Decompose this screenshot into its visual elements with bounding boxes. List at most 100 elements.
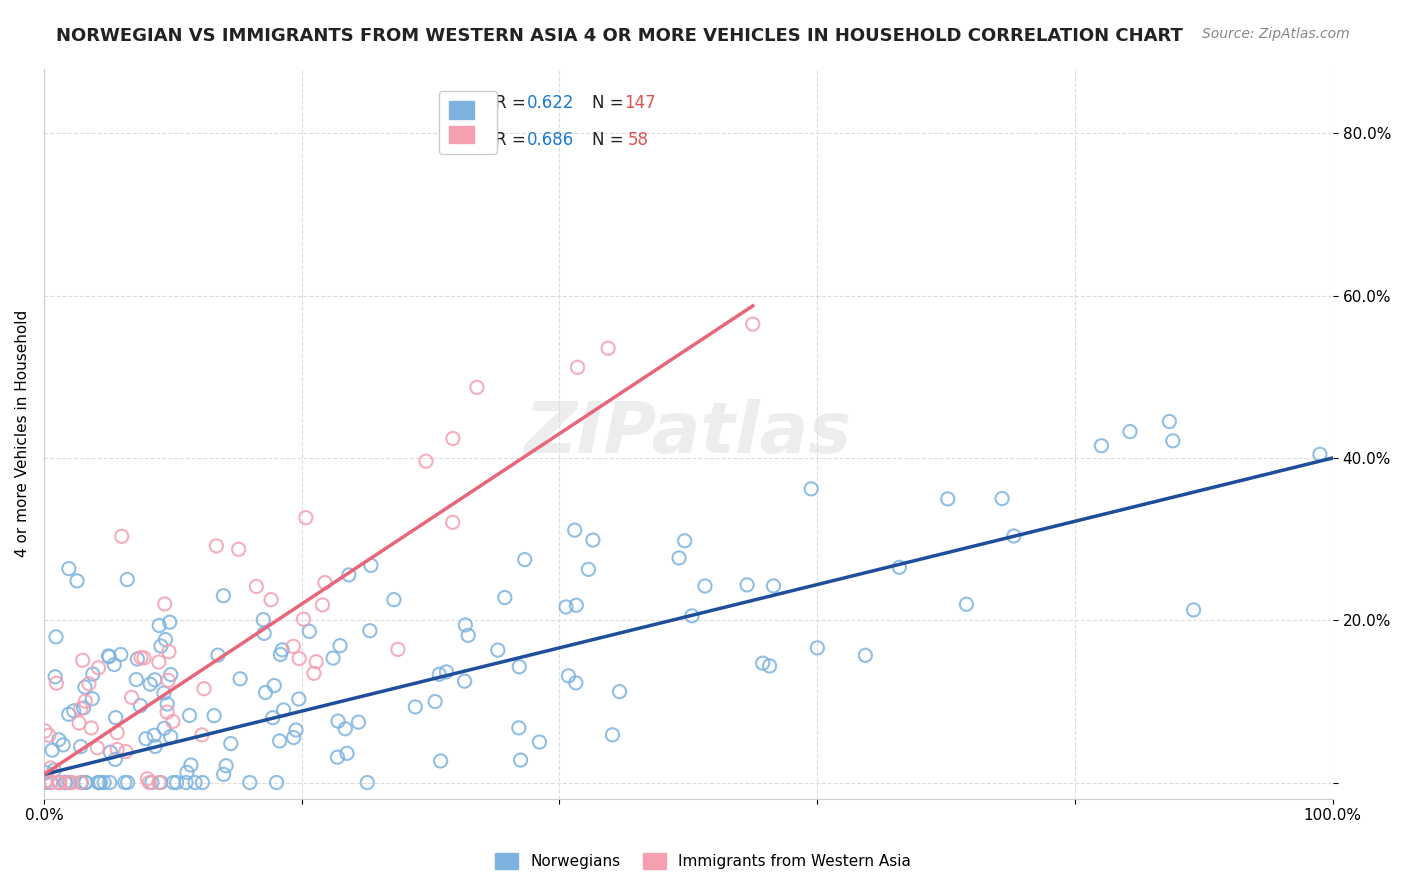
Point: [115, 745, 138, 759]
Point: [148, 775, 170, 789]
Point: [34, 723, 56, 738]
Point: [125, 673, 148, 687]
Point: [98, 775, 121, 789]
Point: [184, 775, 207, 789]
Point: [48, 732, 70, 747]
Point: [90, 775, 112, 789]
Point: [229, 672, 252, 686]
Point: [329, 639, 352, 653]
Point: [136, 772, 159, 786]
Point: [44, 763, 66, 777]
Point: [305, 655, 328, 669]
Point: [991, 491, 1014, 506]
Point: [41, 743, 63, 757]
Point: [62, 704, 84, 718]
Point: [159, 730, 181, 744]
Text: N =: N =: [592, 130, 628, 149]
Point: [302, 666, 325, 681]
Point: [69, 739, 91, 754]
Point: [269, 734, 291, 748]
Point: [288, 651, 311, 665]
Point: [143, 739, 166, 754]
Point: [387, 642, 409, 657]
Point: [58, 707, 80, 722]
Text: Source: ZipAtlas.com: Source: ZipAtlas.com: [1202, 27, 1350, 41]
Point: [48, 775, 70, 789]
Point: [453, 674, 475, 689]
Point: [58, 561, 80, 575]
Point: [66, 574, 89, 588]
Point: [260, 592, 283, 607]
Point: [143, 673, 166, 687]
Point: [111, 529, 134, 543]
Point: [1119, 425, 1142, 439]
Point: [205, 539, 228, 553]
Point: [180, 758, 202, 772]
Point: [69, 775, 91, 789]
Point: [135, 731, 157, 746]
Point: [565, 676, 588, 690]
Point: [955, 597, 977, 611]
Point: [212, 589, 235, 603]
Point: [1309, 447, 1331, 461]
Point: [80, 721, 103, 735]
Point: [404, 700, 426, 714]
Point: [39, 775, 62, 789]
Point: [283, 731, 305, 745]
Point: [166, 775, 188, 789]
Point: [129, 698, 152, 713]
Text: 58: 58: [627, 130, 648, 149]
Point: [486, 643, 509, 657]
Point: [202, 708, 225, 723]
Point: [103, 657, 125, 672]
Point: [693, 579, 716, 593]
Point: [72, 653, 94, 667]
Point: [565, 599, 588, 613]
Point: [285, 723, 308, 737]
Point: [441, 432, 464, 446]
Point: [207, 648, 229, 662]
Point: [69, 701, 91, 715]
Point: [59, 775, 82, 789]
Point: [219, 737, 242, 751]
Point: [149, 639, 172, 653]
Point: [60, 775, 83, 789]
Point: [52, 738, 75, 752]
Point: [141, 775, 163, 789]
Text: 147: 147: [624, 94, 655, 112]
Point: [262, 711, 284, 725]
Point: [162, 714, 184, 729]
Text: ZIPatlas: ZIPatlas: [524, 399, 852, 468]
Point: [735, 578, 758, 592]
Point: [191, 728, 214, 742]
Point: [155, 632, 177, 647]
Point: [889, 560, 911, 574]
Point: [215, 758, 238, 772]
Point: [314, 575, 336, 590]
Point: [148, 618, 170, 632]
Point: [347, 715, 370, 730]
Point: [87, 661, 110, 675]
Point: [681, 608, 703, 623]
Point: [153, 597, 176, 611]
Point: [174, 775, 197, 789]
Point: [337, 568, 360, 582]
Point: [114, 775, 136, 789]
Point: [34, 774, 56, 789]
Point: [39, 775, 62, 789]
Point: [70, 775, 93, 789]
Point: [465, 380, 488, 394]
Point: [67, 716, 90, 731]
Point: [263, 679, 285, 693]
Point: [148, 655, 170, 669]
Point: [582, 533, 605, 547]
Point: [326, 750, 349, 764]
Point: [127, 652, 149, 666]
Point: [509, 753, 531, 767]
Point: [159, 615, 181, 630]
Point: [298, 624, 321, 639]
Point: [457, 628, 479, 642]
Point: [138, 775, 160, 789]
Point: [336, 747, 359, 761]
Point: [266, 775, 288, 789]
